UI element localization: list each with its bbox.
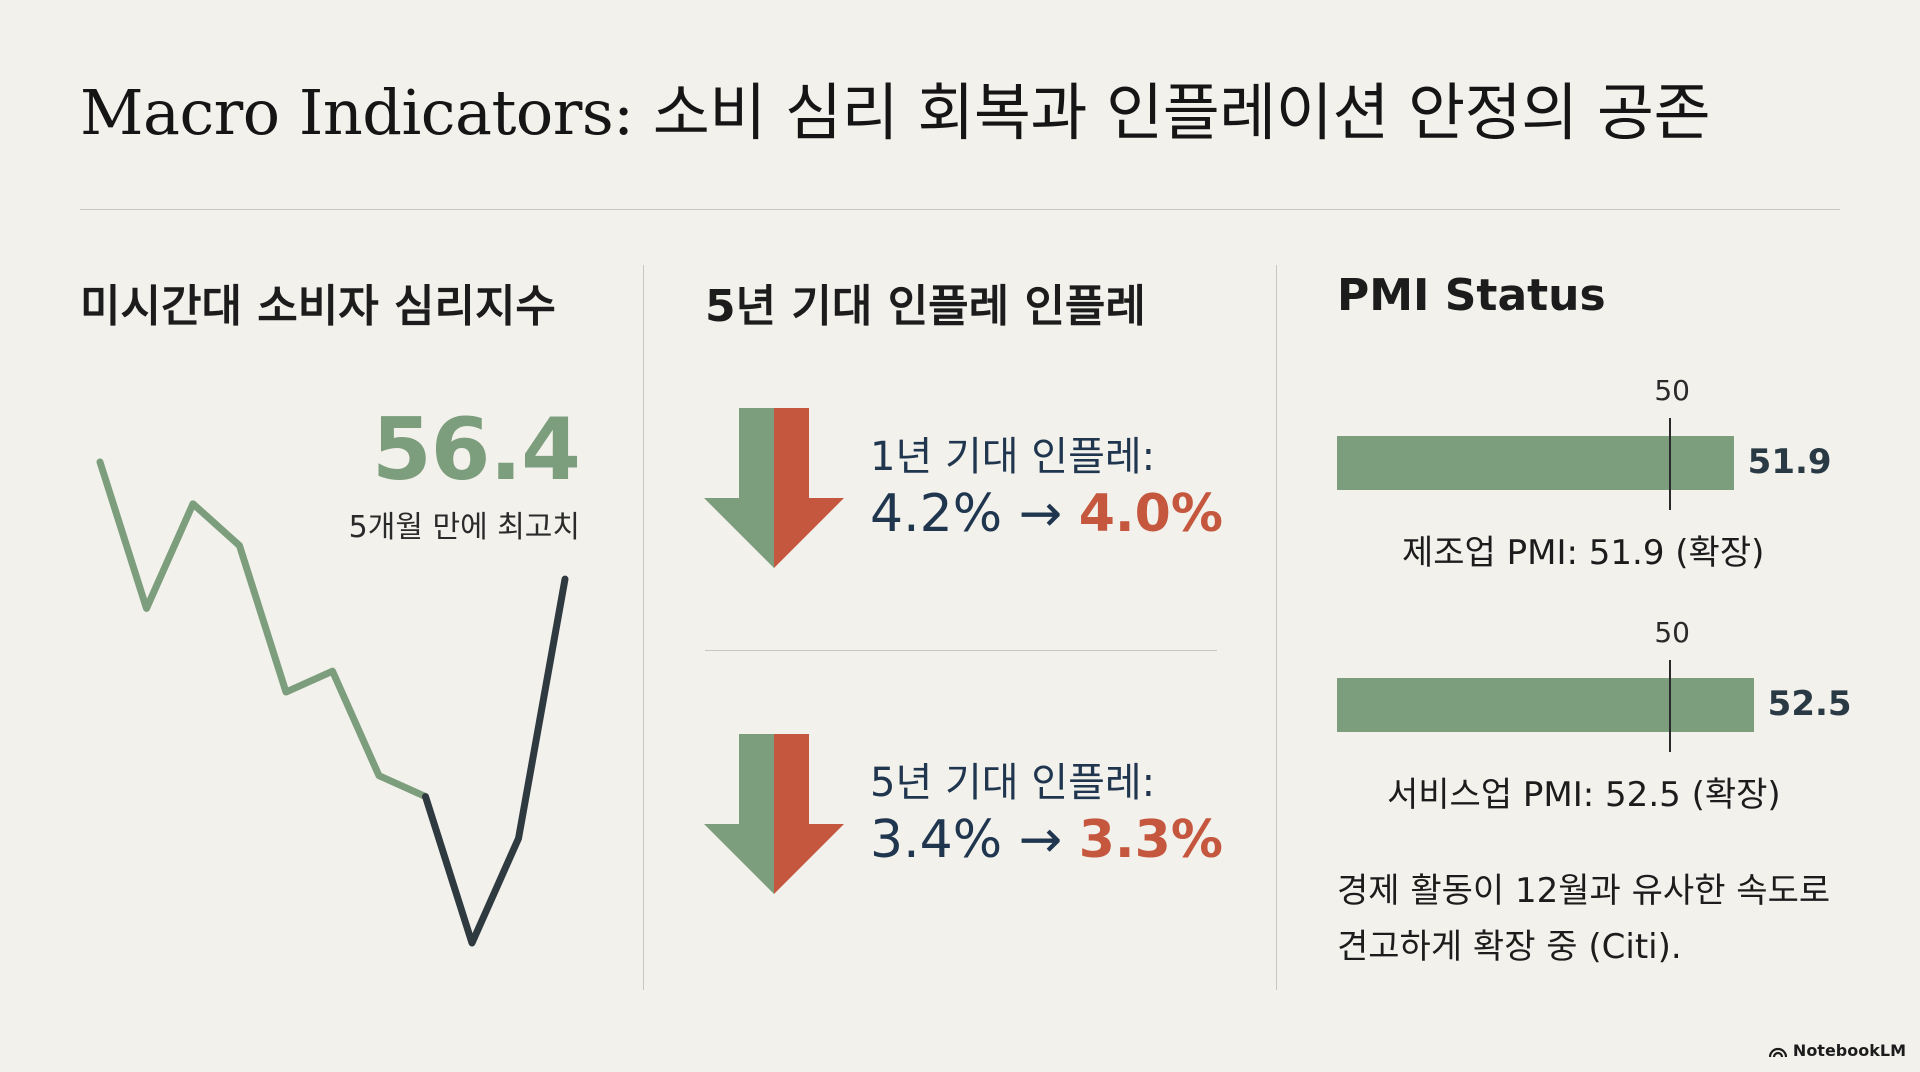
inflation-5y-from: 3.4%: [870, 810, 1003, 870]
inflation-1y-label: 1년 기대 인플레:: [870, 434, 1156, 480]
sentiment-series-line-recent: [422, 575, 569, 947]
pmi-value-label: 52.5: [1767, 684, 1852, 724]
notebooklm-logo-icon: [1768, 1047, 1787, 1057]
arrow-right-icon: →: [1018, 810, 1063, 870]
inflation-title: 5년 기대 인플레 인플레: [705, 281, 1146, 332]
brand-name: NotebookLM: [1792, 1041, 1906, 1060]
sentiment-title: 미시간대 소비자 심리지수: [80, 281, 556, 332]
pmi-services-track: 52.5: [1337, 660, 1852, 752]
pmi-value-label: 51.9: [1747, 442, 1832, 482]
pmi-manufacturing-caption: 제조업 PMI: 51.9 (확장): [1402, 533, 1765, 573]
down-arrow-icon: [704, 734, 844, 894]
pmi-note: 경제 활동이 12월과 유사한 속도로 견고하게 확장 중 (Citi).: [1337, 871, 1831, 967]
pmi-services-caption: 서비스업 PMI: 52.5 (확장): [1387, 775, 1781, 815]
pmi-threshold-label: 50: [1654, 374, 1690, 407]
arrow-right-icon: →: [1018, 484, 1063, 544]
inflation-divider: [705, 650, 1217, 651]
pmi-threshold-line: [1669, 660, 1672, 752]
sentiment-value: 56.4: [371, 400, 581, 500]
sentiment-series-line-history: [96, 458, 429, 801]
sentiment-caption: 5개월 만에 최고치: [348, 510, 580, 545]
page-title: Macro Indicators: 소비 심리 회복과 인플레이션 안정의 공존: [80, 76, 1711, 149]
pmi-threshold-line: [1669, 418, 1672, 510]
inflation-5y-values: 3.4% → 3.3%: [870, 810, 1223, 870]
inflation-1y-from: 4.2%: [870, 484, 1003, 544]
inflation-1y-values: 4.2% → 4.0%: [870, 484, 1223, 544]
column-divider-1: [643, 265, 644, 990]
pmi-manufacturing-track: 51.9: [1337, 418, 1837, 510]
pmi-bar: [1337, 436, 1734, 490]
pmi-bar: [1337, 678, 1754, 732]
down-arrow-icon: [704, 408, 844, 568]
brand-badge: NotebookLM: [1768, 1041, 1906, 1060]
inflation-1y-to: 4.0%: [1078, 484, 1223, 544]
title-divider: [80, 209, 1840, 210]
pmi-threshold-label: 50: [1654, 616, 1690, 649]
pmi-title: PMI Status: [1337, 270, 1606, 321]
inflation-5y-label: 5년 기대 인플레:: [870, 760, 1156, 806]
column-divider-2: [1276, 265, 1277, 990]
inflation-5y-to: 3.3%: [1078, 810, 1223, 870]
